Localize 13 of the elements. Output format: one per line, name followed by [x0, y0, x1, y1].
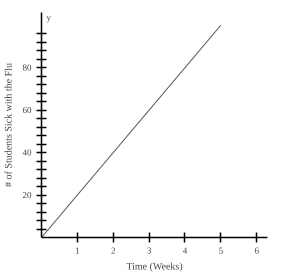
y-axis-title: # of Students Sick with the Flu	[4, 63, 14, 187]
x-tick-label: 6	[254, 246, 260, 256]
x-tick-label: 4	[182, 246, 188, 256]
y-tick-label: 80	[22, 62, 32, 73]
x-tick-label: 1	[75, 246, 80, 256]
x-axis-title: Time (Weeks)	[126, 262, 183, 272]
x-tick-label: 5	[218, 246, 224, 256]
y-tick-label: 40	[22, 148, 32, 158]
annotation: y	[46, 12, 52, 22]
x-tick-label: 3	[146, 246, 152, 256]
y-tick-label: 60	[22, 105, 32, 116]
y-tick-label: 20	[22, 190, 32, 200]
x-tick-label: 2	[110, 246, 116, 256]
